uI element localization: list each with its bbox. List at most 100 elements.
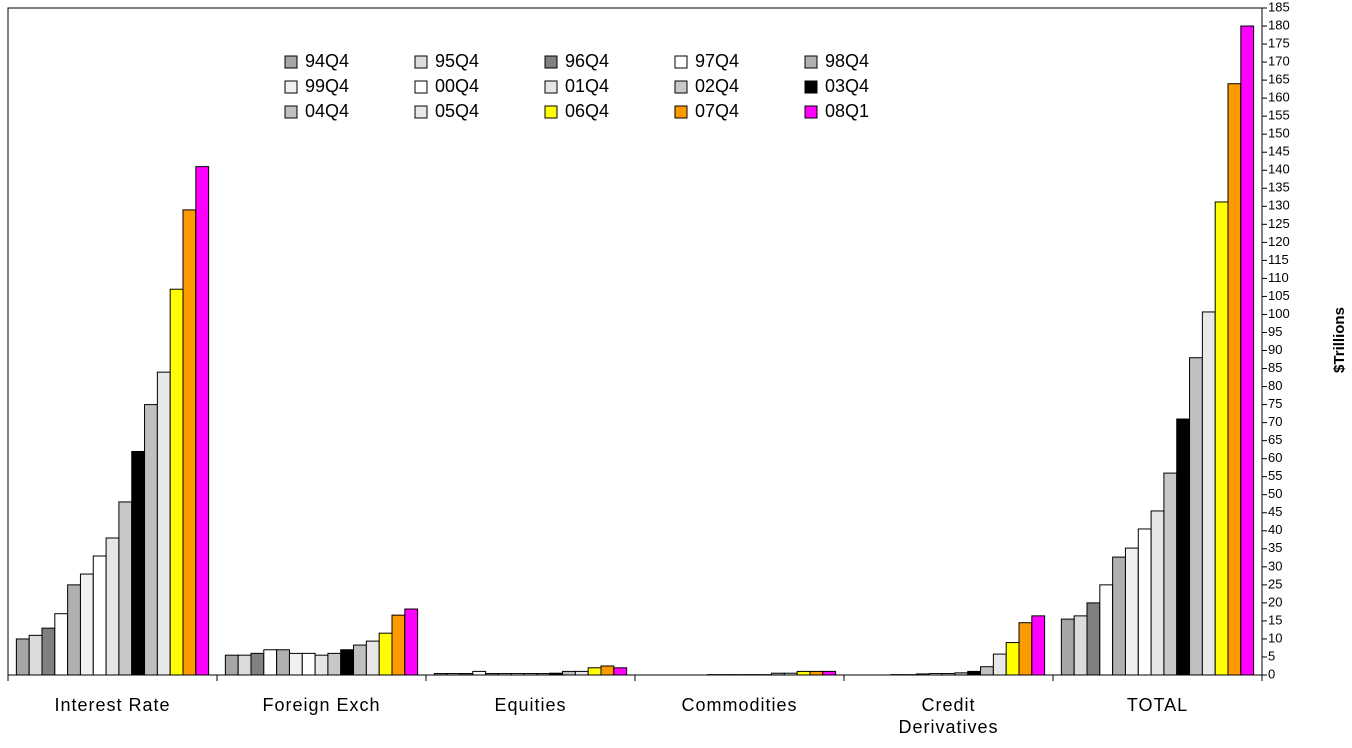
bar: [1060, 618, 1075, 676]
bar: [809, 670, 824, 676]
legend-swatch: [284, 55, 298, 69]
bar: [600, 665, 615, 676]
bar: [796, 670, 811, 676]
y-tick-label: 130: [1268, 198, 1290, 213]
bar: [41, 627, 56, 676]
bar: [1073, 615, 1088, 676]
bar: [1018, 622, 1033, 676]
y-tick-label: 165: [1268, 72, 1290, 87]
legend-label: 06Q4: [565, 101, 609, 121]
bar: [1227, 83, 1242, 676]
y-tick-label: 85: [1268, 360, 1282, 375]
legend-label: 02Q4: [695, 76, 739, 96]
bar: [1176, 418, 1191, 676]
bar: [156, 371, 171, 676]
bar: [980, 666, 994, 676]
bar: [263, 649, 278, 676]
y-tick-label: 10: [1268, 630, 1282, 645]
legend-swatch: [674, 105, 688, 119]
bar: [365, 640, 380, 676]
x-tick-label: Commodities: [681, 695, 798, 715]
bar: [391, 614, 406, 676]
y-tick-label: 185: [1268, 0, 1290, 14]
bar: [1086, 602, 1101, 676]
bar: [288, 652, 303, 676]
legend-label: 05Q4: [435, 101, 479, 121]
y-tick-label: 35: [1268, 540, 1282, 555]
legend-label: 97Q4: [695, 51, 739, 71]
bar: [224, 654, 239, 676]
legend-swatch: [804, 55, 818, 69]
bar: [92, 555, 107, 676]
bar: [587, 667, 602, 676]
y-tick-label: 55: [1268, 468, 1282, 483]
bar: [1031, 615, 1046, 676]
legend-swatch: [284, 105, 298, 119]
y-tick-label: 100: [1268, 306, 1290, 321]
bar: [1214, 201, 1229, 676]
y-tick-label: 170: [1268, 54, 1290, 69]
legend-swatch: [414, 55, 428, 69]
y-tick-label: 155: [1268, 108, 1290, 123]
legend-swatch: [674, 80, 688, 94]
bar: [472, 670, 487, 676]
bar: [340, 649, 355, 676]
bar: [301, 652, 316, 676]
y-tick-label: 25: [1268, 576, 1282, 591]
bar: [822, 670, 837, 676]
bar: [992, 653, 1007, 676]
x-tick-label: TOTAL: [1126, 695, 1189, 715]
bar: [276, 649, 290, 676]
y-tick-label: 90: [1268, 342, 1282, 357]
bar: [327, 652, 342, 676]
bar: [79, 573, 94, 676]
bar: [1150, 510, 1165, 676]
bar: [250, 652, 265, 676]
legend-swatch: [804, 80, 818, 94]
y-axis-label: $Trillions: [1331, 307, 1348, 373]
y-tick-label: 15: [1268, 612, 1282, 627]
bar: [353, 644, 367, 676]
legend-label: 99Q4: [305, 76, 349, 96]
bar: [237, 654, 252, 676]
bar: [1137, 528, 1152, 676]
legend-label: 01Q4: [565, 76, 609, 96]
y-tick-label: 20: [1268, 594, 1282, 609]
y-tick-label: 5: [1268, 648, 1275, 663]
bar: [378, 632, 393, 676]
bar: [1240, 25, 1255, 676]
legend-label: 08Q1: [825, 101, 869, 121]
legend-swatch: [284, 80, 298, 94]
legend-label: 98Q4: [825, 51, 869, 71]
y-tick-label: 140: [1268, 162, 1290, 177]
bar: [15, 638, 30, 676]
bar: [1124, 547, 1139, 676]
y-tick-label: 115: [1268, 252, 1289, 267]
y-tick-label: 40: [1268, 522, 1282, 537]
bar: [54, 613, 69, 676]
x-tick-label: Interest Rate: [54, 695, 171, 715]
bar: [118, 501, 133, 676]
x-tick-label: Equities: [494, 695, 567, 715]
y-tick-label: 95: [1268, 324, 1282, 339]
y-tick-label: 145: [1268, 144, 1290, 159]
y-tick-label: 160: [1268, 90, 1290, 105]
bar: [182, 209, 197, 676]
y-tick-label: 125: [1268, 216, 1290, 231]
y-tick-label: 150: [1268, 126, 1290, 141]
y-tick-label: 45: [1268, 504, 1282, 519]
y-tick-label: 175: [1268, 35, 1290, 50]
bar: [613, 667, 628, 676]
y-tick-label: 60: [1268, 450, 1282, 465]
legend-label: 07Q4: [695, 101, 739, 121]
bar: [1163, 472, 1178, 676]
y-tick-label: 105: [1268, 288, 1290, 303]
x-tick-label: Foreign Exch: [262, 695, 381, 715]
bar: [144, 404, 158, 676]
bar: [195, 166, 210, 676]
bar: [1005, 642, 1020, 676]
y-tick-label: 65: [1268, 432, 1282, 447]
bar: [574, 670, 589, 676]
legend-label: 94Q4: [305, 51, 349, 71]
